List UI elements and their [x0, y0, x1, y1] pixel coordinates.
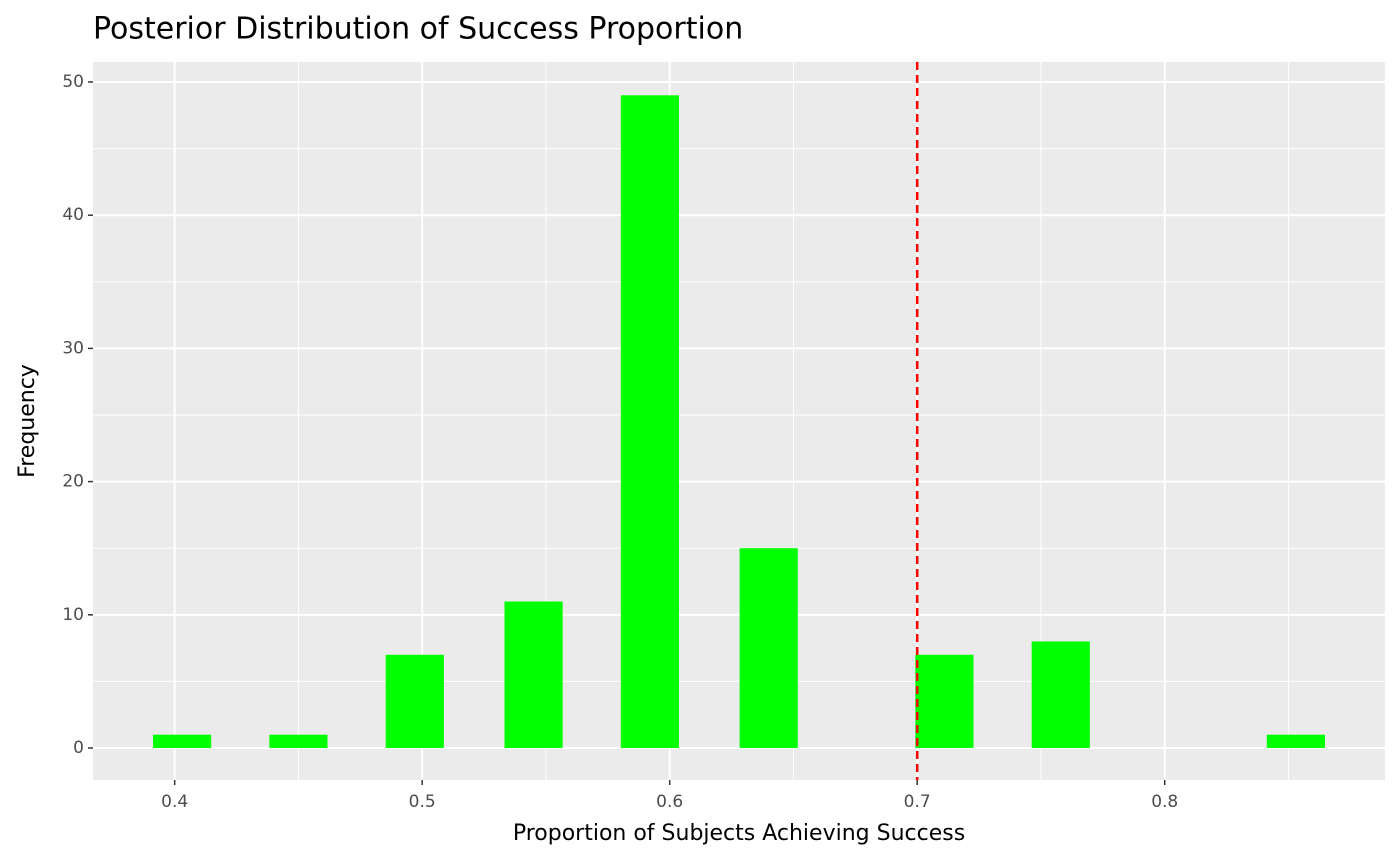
- x-tick-label: 0.5: [409, 792, 436, 812]
- bar: [504, 601, 563, 749]
- y-tick-label: 10: [62, 605, 84, 625]
- x-tick-label: 0.6: [656, 792, 683, 812]
- bar: [385, 654, 444, 749]
- x-axis-title: Proportion of Subjects Achieving Success: [513, 821, 965, 846]
- bar: [1266, 734, 1325, 749]
- bar: [915, 654, 974, 749]
- chart-title: Posterior Distribution of Success Propor…: [93, 12, 743, 47]
- bar: [739, 548, 798, 749]
- bar: [153, 734, 212, 749]
- x-tick-label: 0.4: [161, 792, 188, 812]
- y-tick-label: 0: [73, 738, 84, 758]
- y-axis-title: Frequency: [15, 364, 40, 478]
- bar: [269, 734, 328, 749]
- x-tick-label: 0.8: [1151, 792, 1178, 812]
- y-tick-label: 20: [62, 472, 84, 492]
- plot-panel: [93, 62, 1385, 780]
- x-tick-label: 0.7: [904, 792, 931, 812]
- y-tick-label: 40: [62, 205, 84, 225]
- bar: [1031, 641, 1090, 749]
- y-tick-label: 50: [62, 72, 84, 92]
- bar: [620, 95, 679, 749]
- y-tick-label: 30: [62, 338, 84, 358]
